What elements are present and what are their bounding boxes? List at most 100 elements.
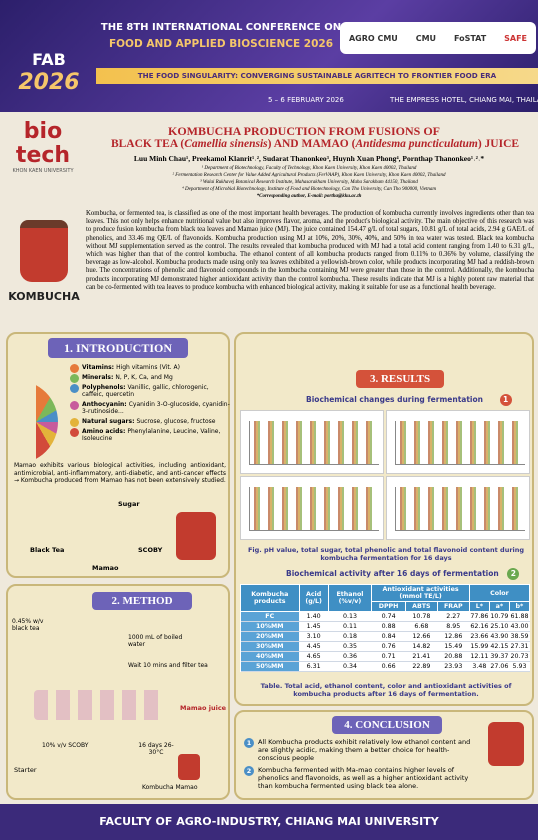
table-cell: 8.95 <box>437 621 470 632</box>
conclusion-point: 1 All Kombucha products exhibit relativel… <box>244 738 480 762</box>
nutrient-item: Vitamins: High vitamins (Vit. A) <box>70 364 230 373</box>
table-cell: 21.41 <box>405 651 438 662</box>
partner: AGRO CMU <box>348 33 398 43</box>
kombucha-jar <box>20 220 68 282</box>
nutrient-item: Natural sugars: Sucrose, glucose, fructos… <box>70 418 230 427</box>
nutrient-icon <box>70 428 79 437</box>
method-step: Wait 10 mins and filter tea <box>128 662 208 669</box>
figure-panel <box>386 410 530 474</box>
table-cell: 50%MM <box>240 661 300 672</box>
footer: FACULTY OF AGRO-INDUSTRY, CHIANG MAI UNI… <box>0 804 538 840</box>
table-cell: 25.10 <box>489 621 510 632</box>
method-step: Kombucha Mamao <box>142 784 198 791</box>
table-cell: 2.27 <box>437 611 470 622</box>
diagram-label: Black Tea <box>30 546 65 554</box>
partner: CMU <box>415 33 437 43</box>
table-cell: 6.68 <box>405 621 438 632</box>
affiliation: ³ Walai Rukhavej Botanical Research Inst… <box>200 180 418 185</box>
title-line1: KOMBUCHA PRODUCTION FROM FUSIONS OF <box>167 124 440 138</box>
affiliations: ¹ Department of Biotechnology, Faculty o… <box>80 165 538 200</box>
column-header: FRAP <box>436 601 470 612</box>
point-number: 2 <box>244 766 254 776</box>
partner-logos: AGRO CMU CMU FoSTAT SAFE <box>340 22 536 54</box>
affiliation: ¹ Department of Biotechnology, Faculty o… <box>201 166 417 171</box>
method-step: 0.45% w/v black tea <box>12 618 44 632</box>
table-cell: 0.35 <box>328 641 372 652</box>
group-header: Antioxidant activities (mmol TE/L) <box>371 584 470 602</box>
subsection-number: 1 <box>499 394 512 406</box>
subsection-title: Biochemical changes during fermentation … <box>306 394 526 406</box>
point-text: All Kombucha products exhibit relatively… <box>258 738 471 762</box>
nutrient-text: N, P, K, Ca, and Mg <box>115 374 173 381</box>
results: 3. RESULTS Biochemical changes during fe… <box>234 332 534 706</box>
university-logo: bio tech KHON KAEN UNIVERSITY <box>8 120 78 175</box>
point-text: Kombucha fermented with Ma-mao contains … <box>258 766 469 790</box>
table-cell: FC <box>240 611 300 622</box>
table-cell: 1.45 <box>299 621 329 632</box>
affiliation: ² Fermentation Research Center for Value… <box>172 173 446 178</box>
title-part: BLACK TEA ( <box>110 138 185 150</box>
table-cell: 3.10 <box>299 631 329 642</box>
table-cell: 15.99 <box>469 641 490 652</box>
method-step: Starter <box>14 766 37 774</box>
table-cell: 15.49 <box>437 641 470 652</box>
venue: THE EMPRESS HOTEL, CHIANG MAI, THAILAND <box>390 96 538 104</box>
table-cell: 12.66 <box>405 631 438 642</box>
table-cell: 0.34 <box>328 661 372 672</box>
method-step: 10% v/v SCOBY <box>42 742 89 749</box>
table-cell: 1.40 <box>299 611 329 622</box>
column-header: Kombucha products <box>240 584 300 612</box>
table-cell: 0.84 <box>371 631 406 642</box>
subsection-text: Biochemical activity after 16 days of fe… <box>286 569 499 578</box>
group-header: Color <box>468 584 531 602</box>
table-wrap: Kombucha products Acid (g/L) Ethanol (%v… <box>240 584 531 672</box>
header: FAB 2026 THE 8TH INTERNATIONAL CONFERENC… <box>0 0 538 112</box>
figure-panel <box>240 476 384 540</box>
method-step: Mamao juice <box>180 704 227 712</box>
intro-paragraph: Mamao exhibits various biological activi… <box>14 462 226 484</box>
header-row: DPPH ABTS FRAP L* a* b* <box>241 601 531 612</box>
table-cell: 61.88 <box>509 611 530 622</box>
table-cell: 42.15 <box>489 641 510 652</box>
table-cell: 20.88 <box>437 651 470 662</box>
column-header: b* <box>508 601 531 612</box>
conference-line2: FOOD AND APPLIED BIOSCIENCE 2026 <box>108 38 334 50</box>
method: 2. METHOD 0.45% w/v black tea 1000 mL of… <box>6 584 230 800</box>
subsection-text: Biochemical changes during fermentation <box>306 395 483 404</box>
flasks <box>34 690 164 720</box>
table-cell: 4.65 <box>299 651 329 662</box>
table-cell: 12.11 <box>469 651 490 662</box>
column-header: Acid (g/L) <box>298 584 329 612</box>
column-header: a* <box>488 601 510 612</box>
conclusion-point: 2 Kombucha fermented with Ma-mao contains… <box>244 766 480 790</box>
partner: FoSTAT <box>453 33 487 43</box>
nutrient-label: Natural sugars: <box>82 418 135 425</box>
authors: Luu Minh Chau¹, Preekamol Klanrit¹˒², Su… <box>133 154 485 163</box>
nutrient-item: Polyphenols: Vanillic, gallic, chlorogeni… <box>70 384 230 398</box>
table-cell: 43.90 <box>489 631 510 642</box>
header-row: Kombucha products Acid (g/L) Ethanol (%v… <box>240 584 531 612</box>
jar-illustration <box>488 722 524 766</box>
table-cell: 14.82 <box>405 641 438 652</box>
subsection-number: 2 <box>507 568 520 580</box>
figure-panel <box>386 476 530 540</box>
nutrient-label: Amino acids: <box>82 428 126 435</box>
figure-caption: Fig. pH value, total sugar, total phenol… <box>247 546 525 562</box>
nutrient-label: Polyphenols: <box>82 384 126 391</box>
logo-name: KHON KAEN UNIVERSITY <box>12 168 74 174</box>
table-row: 40%MM 4.65 0.36 0.71 21.41 20.88 12.11 39.37 20.… <box>240 651 530 662</box>
partner: SAFE <box>504 33 527 43</box>
table-cell: 0.36 <box>328 651 372 662</box>
nutrient-icon <box>70 374 79 383</box>
nutrient-text: Sucrose, glucose, fructose <box>136 418 216 425</box>
nutrient-icon <box>70 384 79 393</box>
table-cell: 0.13 <box>328 611 372 622</box>
table-cell: 3.48 <box>469 661 490 672</box>
fab-logo: FAB 2026 <box>10 14 88 102</box>
table-cell: 43.00 <box>509 621 530 632</box>
conclusion: 4. CONCLUSION 1 All Kombucha products exh… <box>234 710 534 800</box>
table-cell: 40%MM <box>240 651 300 662</box>
section-heading: 2. METHOD <box>92 592 192 610</box>
nutrient-item: Anthocyanin: Cyanidin 3-O-glucoside, cyan… <box>70 401 230 415</box>
